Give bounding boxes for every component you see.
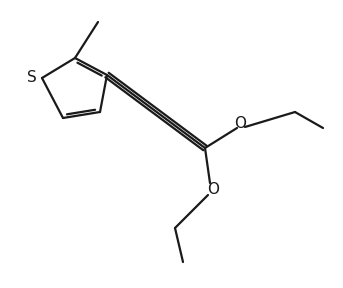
- Text: O: O: [207, 181, 219, 196]
- Text: O: O: [234, 117, 246, 132]
- Text: S: S: [27, 71, 37, 86]
